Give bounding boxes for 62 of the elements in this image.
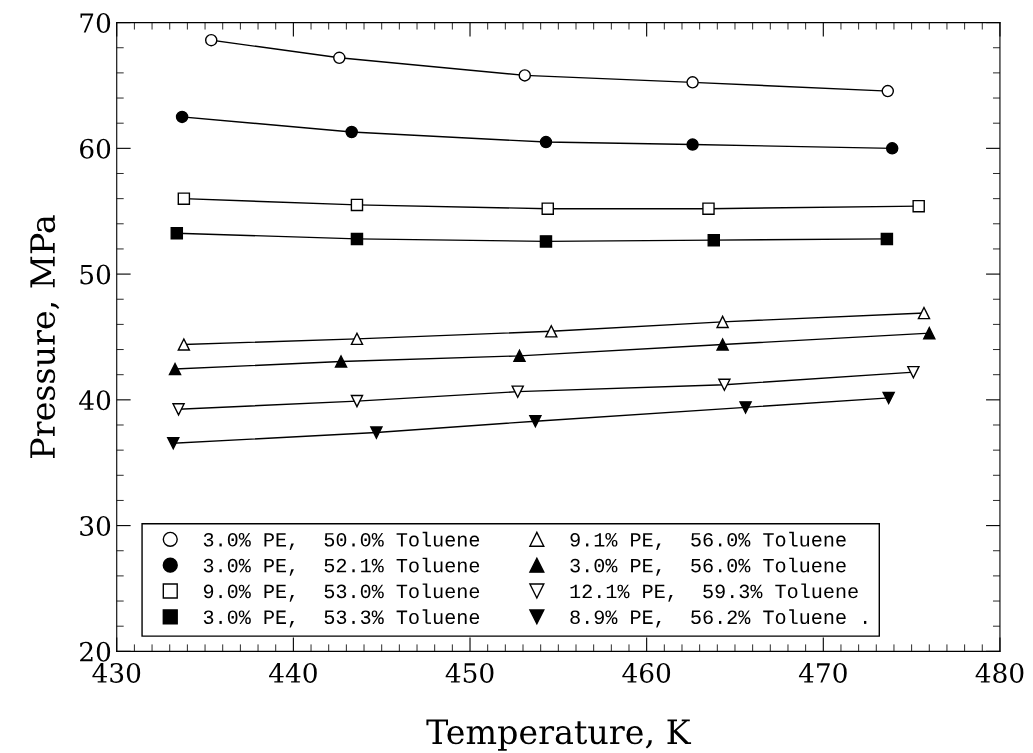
point [923, 326, 936, 340]
point [333, 51, 346, 65]
legend-label: 12.1% PE, 59.3% Toluene [570, 583, 858, 602]
point [529, 414, 542, 428]
point [172, 403, 185, 416]
point [702, 202, 715, 215]
point [880, 232, 894, 246]
point [881, 84, 895, 98]
point [917, 306, 931, 320]
point [350, 198, 364, 212]
point [541, 202, 554, 215]
legend-label: 3.0% PE, 50.0% Toluene [203, 531, 480, 550]
y-tick-label: 60 [80, 138, 111, 159]
legend-label: 9.1% PE, 56.0% Toluene [570, 531, 846, 550]
legend-label: 9.0% PE, 53.0% Toluene [203, 583, 480, 602]
y-tick-label: 20 [80, 641, 111, 662]
y-tick-label: 30 [80, 516, 111, 536]
point [350, 394, 364, 408]
point [739, 401, 752, 414]
point [334, 355, 348, 368]
legend-label: 3.0% PE, 53.3% Toluene [203, 609, 480, 628]
x-tick-label: 480 [975, 662, 1024, 683]
point [718, 378, 731, 392]
point [345, 125, 358, 139]
point [167, 436, 180, 450]
x-tick-label: 460 [622, 662, 671, 683]
point [907, 365, 920, 379]
point [204, 33, 218, 47]
point [350, 332, 364, 346]
legend-label: 3.0% PE, 56.0% Toluene [570, 557, 846, 576]
point [912, 199, 925, 213]
point [177, 338, 191, 351]
point [518, 69, 532, 82]
y-tick-label: 40 [79, 390, 111, 411]
point [511, 385, 524, 398]
x-tick-label: 470 [798, 662, 847, 683]
point [716, 338, 729, 351]
point [686, 138, 699, 151]
y-axis-title: Pressure, MPa [30, 215, 60, 458]
point [539, 135, 553, 149]
point [350, 232, 364, 246]
x-tick-label: 440 [269, 662, 317, 683]
point [716, 315, 729, 329]
y-tick-label: 70 [80, 13, 111, 33]
point [707, 233, 721, 247]
point [885, 142, 899, 155]
point [170, 226, 184, 240]
point [882, 391, 895, 405]
x-tick-label: 450 [445, 662, 494, 683]
legend-label: 8.9% PE, 56.2% Toluene . [570, 609, 867, 628]
point [168, 362, 182, 376]
point [175, 110, 189, 124]
point [370, 426, 383, 439]
point [545, 325, 558, 338]
point [686, 76, 699, 89]
point [513, 349, 526, 363]
y-tick-label: 50 [80, 264, 111, 285]
point [539, 235, 553, 248]
x-axis-title: Temperature, K [426, 719, 692, 751]
legend-label: 3.0% PE, 52.1% Toluene [203, 557, 480, 576]
point [177, 192, 191, 205]
x-tick-label: 430 [92, 662, 141, 683]
